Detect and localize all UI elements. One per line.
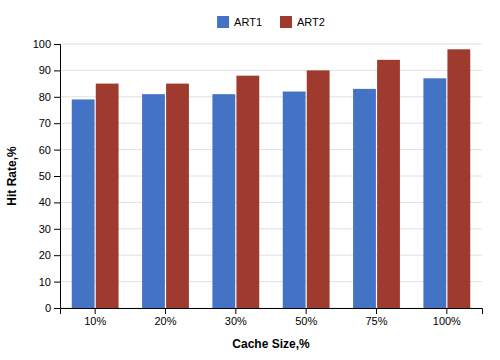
y-tick-label: 20 [39,249,51,261]
grid-line [60,255,482,256]
grid-line [60,149,482,150]
y-tick: 100 [33,38,60,50]
x-tick-mark [306,308,307,314]
chart: 10% 20% 30% 50% 75% 100% 0 10 20 30 40 50 60 70 80 90 10… [0,0,500,360]
grid-line [60,96,482,97]
x-tick-label: 100% [433,315,461,327]
y-tick: 70 [39,117,60,129]
x-tick-mark [235,308,236,314]
y-tick: 60 [39,144,60,156]
legend-swatch [280,16,292,28]
bar-series [96,49,470,308]
x-tick: 75% [365,308,387,327]
legend-label: ART1 [234,16,262,28]
y-tick-label: 40 [39,196,51,208]
bar [142,94,165,308]
bar [236,76,259,308]
y-axis: 0 10 20 30 40 50 60 70 80 90 100 [33,38,61,314]
bar [96,84,119,308]
y-tick-label: 30 [39,223,51,235]
bar [283,92,306,308]
bar [212,94,235,308]
grid-line [60,70,482,71]
legend-item: ART1 [217,16,262,28]
y-tick-label: 60 [39,144,51,156]
y-tick: 90 [39,64,60,76]
grid-line [60,44,482,45]
bar [72,99,95,308]
y-tick-label: 50 [39,170,51,182]
y-tick-mark [54,44,60,45]
bar [447,49,470,308]
legend: ART1 ART2 [217,16,325,28]
legend-label: ART2 [297,16,325,28]
x-tick-mark [446,308,447,314]
grid-line [60,176,482,177]
y-tick-mark [54,150,60,151]
y-tick-mark [54,202,60,203]
plot: 10% 20% 30% 50% 75% 100% 0 10 20 30 40 50 60 70 80 90 10… [33,38,483,327]
x-tick-mark [165,308,166,314]
y-tick: 20 [39,249,60,261]
bar [307,70,330,308]
x-tick: 50% [295,308,317,327]
grid-line [60,281,482,282]
y-tick: 0 [45,302,60,314]
bar [353,89,376,308]
x-tick-mark [376,308,377,314]
y-tick: 80 [39,91,60,103]
y-tick-label: 0 [45,302,51,314]
grid-line [60,123,482,124]
y-tick-mark [54,229,60,230]
bar [166,84,189,308]
legend-swatch [217,16,229,28]
y-tick-label: 100 [33,38,51,50]
x-tick-label: 75% [365,315,387,327]
y-tick-mark [54,176,60,177]
legend-item: ART2 [280,16,325,28]
grid-line [60,202,482,203]
y-tick: 30 [39,223,60,235]
grid [60,44,482,308]
bar [423,78,446,308]
x-axis-line [61,309,483,315]
x-tick: 100% [433,308,461,327]
y-tick-label: 80 [39,91,51,103]
y-tick-mark [54,97,60,98]
bars [72,49,470,308]
x-tick-mark [95,308,96,314]
x-axis-title: Cache Size,% [232,337,310,351]
x-tick-label: 30% [225,315,247,327]
y-tick-label: 70 [39,117,51,129]
x-tick-label: 20% [154,315,176,327]
x-axis: 10% 20% 30% 50% 75% 100% [61,308,483,327]
y-tick-mark [54,308,60,309]
y-tick-mark [54,282,60,283]
grid-line [60,228,482,229]
y-tick-label: 10 [39,276,51,288]
y-axis-line [54,45,61,309]
y-tick: 50 [39,170,60,182]
x-tick: 10% [84,308,106,327]
y-tick: 10 [39,276,60,288]
y-tick-mark [54,123,60,124]
x-tick-label: 50% [295,315,317,327]
y-tick-mark [54,70,60,71]
y-axis-title: Hit Rate,% [5,146,19,206]
y-tick-mark [54,255,60,256]
y-tick: 40 [39,196,60,208]
x-tick: 20% [154,308,176,327]
x-tick: 30% [225,308,247,327]
x-tick-label: 10% [84,315,106,327]
y-tick-label: 90 [39,64,51,76]
bar [377,60,400,308]
